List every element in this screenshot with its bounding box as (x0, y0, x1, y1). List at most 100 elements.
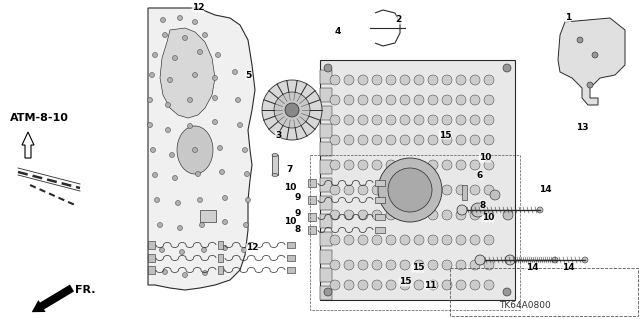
Bar (218, 241, 223, 249)
Circle shape (484, 235, 494, 245)
Circle shape (358, 280, 368, 290)
Circle shape (188, 98, 193, 102)
Circle shape (147, 98, 152, 102)
Circle shape (212, 76, 218, 80)
Bar (320, 124, 332, 138)
Circle shape (152, 173, 157, 177)
Circle shape (386, 185, 396, 195)
Circle shape (442, 135, 452, 145)
Ellipse shape (177, 126, 213, 174)
Circle shape (456, 235, 466, 245)
Circle shape (175, 201, 180, 205)
Circle shape (159, 248, 164, 253)
Bar (320, 70, 332, 84)
Circle shape (414, 210, 424, 220)
Circle shape (456, 75, 466, 85)
Circle shape (428, 115, 438, 125)
Circle shape (358, 160, 368, 170)
Circle shape (456, 95, 466, 105)
Circle shape (484, 75, 494, 85)
Bar (450, 268, 638, 316)
Circle shape (587, 82, 593, 88)
Text: ATM-8-10: ATM-8-10 (10, 113, 69, 123)
Circle shape (202, 271, 207, 276)
Circle shape (470, 95, 480, 105)
Circle shape (262, 80, 322, 140)
Circle shape (372, 115, 382, 125)
Circle shape (223, 246, 227, 250)
Circle shape (386, 135, 396, 145)
Circle shape (475, 255, 485, 265)
Bar (148, 254, 155, 262)
Circle shape (182, 272, 188, 278)
Circle shape (330, 210, 340, 220)
Circle shape (470, 115, 480, 125)
Circle shape (241, 248, 246, 253)
Circle shape (386, 75, 396, 85)
Circle shape (344, 95, 354, 105)
Circle shape (386, 235, 396, 245)
Circle shape (503, 64, 511, 72)
Circle shape (330, 185, 340, 195)
Text: 10: 10 (482, 213, 494, 222)
Circle shape (274, 92, 310, 128)
Circle shape (470, 235, 480, 245)
Circle shape (193, 147, 198, 152)
Text: 4: 4 (335, 27, 341, 36)
Circle shape (236, 98, 241, 102)
Circle shape (324, 288, 332, 296)
Bar (320, 214, 332, 228)
Circle shape (223, 196, 227, 201)
Polygon shape (148, 8, 255, 290)
Circle shape (372, 260, 382, 270)
Circle shape (344, 75, 354, 85)
Circle shape (232, 70, 237, 75)
Circle shape (173, 175, 177, 181)
Circle shape (537, 207, 543, 213)
Circle shape (400, 235, 410, 245)
Text: 8: 8 (295, 226, 301, 234)
Bar (320, 88, 332, 102)
Text: 8: 8 (480, 201, 486, 210)
Bar (320, 106, 332, 120)
Circle shape (193, 72, 198, 78)
Circle shape (456, 135, 466, 145)
Text: 15: 15 (439, 130, 451, 139)
Circle shape (220, 268, 225, 272)
Bar (200, 210, 216, 222)
Circle shape (179, 249, 184, 255)
Text: 7: 7 (287, 166, 293, 174)
Circle shape (484, 210, 494, 220)
Circle shape (330, 75, 340, 85)
Circle shape (243, 222, 248, 227)
Bar (320, 160, 332, 174)
Bar (375, 180, 385, 186)
Circle shape (582, 257, 588, 263)
Text: TK64A0800: TK64A0800 (499, 301, 551, 310)
Circle shape (414, 115, 424, 125)
Circle shape (470, 135, 480, 145)
Circle shape (484, 260, 494, 270)
Circle shape (358, 210, 368, 220)
Text: 2: 2 (395, 16, 401, 25)
Circle shape (285, 103, 299, 117)
Circle shape (246, 197, 250, 203)
Circle shape (414, 235, 424, 245)
Circle shape (147, 122, 152, 128)
Circle shape (188, 123, 193, 129)
Circle shape (428, 95, 438, 105)
Circle shape (484, 95, 494, 105)
Circle shape (400, 115, 410, 125)
Circle shape (484, 115, 494, 125)
Circle shape (442, 95, 452, 105)
Circle shape (372, 210, 382, 220)
Circle shape (244, 172, 250, 176)
Circle shape (484, 160, 494, 170)
Circle shape (330, 235, 340, 245)
Text: 14: 14 (525, 263, 538, 272)
Circle shape (456, 260, 466, 270)
Circle shape (442, 185, 452, 195)
Bar (272, 155, 278, 175)
Text: 3: 3 (275, 130, 281, 139)
Circle shape (170, 152, 175, 158)
